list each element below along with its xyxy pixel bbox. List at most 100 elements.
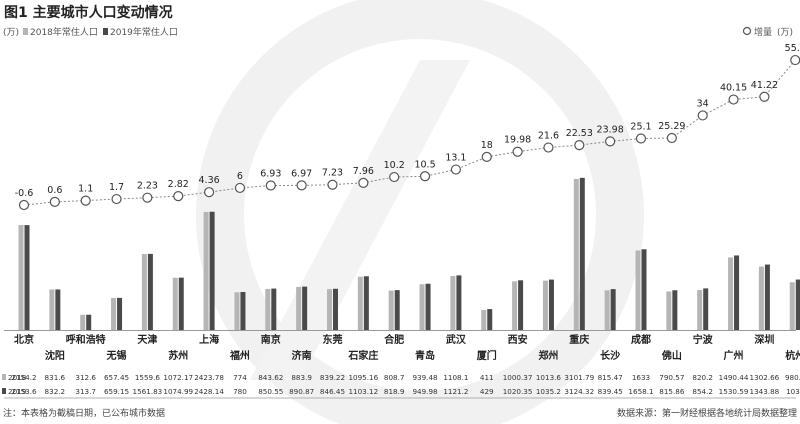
table-2019-14: 1121.2 bbox=[443, 387, 468, 396]
table-2019-15: 429 bbox=[480, 387, 494, 396]
growth-label-9: 6.97 bbox=[291, 168, 312, 179]
table-2018-8: 843.62 bbox=[258, 373, 283, 382]
growth-point-21 bbox=[666, 132, 677, 144]
table-2018-22: 820.2 bbox=[692, 373, 713, 382]
growth-point-23 bbox=[728, 94, 739, 105]
table-2019-2: 313.7 bbox=[75, 387, 96, 396]
bar-2019-6 bbox=[209, 211, 215, 330]
bar-2018-13 bbox=[419, 284, 425, 330]
growth-point-15 bbox=[481, 151, 492, 162]
city-label-7: 福州 bbox=[229, 349, 250, 362]
growth-label-10: 7.23 bbox=[322, 168, 343, 179]
table-2018-12: 808.7 bbox=[384, 373, 405, 382]
table-2019-0: 2153.6 bbox=[11, 387, 37, 396]
growth-label-11: 7.96 bbox=[353, 166, 374, 177]
growth-point-4 bbox=[142, 192, 153, 203]
table-2019-9: 890.87 bbox=[289, 387, 314, 396]
table-2019-12: 818.9 bbox=[384, 387, 405, 396]
table-marker-2018 bbox=[2, 374, 6, 380]
table-2019-1: 832.2 bbox=[45, 387, 66, 396]
legend-label-2019: 2019年常住人口 bbox=[110, 26, 178, 38]
growth-point-0 bbox=[18, 199, 30, 211]
legend-swatch-2019 bbox=[103, 28, 108, 35]
growth-label-23: 40.15 bbox=[720, 83, 747, 94]
growth-label-19: 23.98 bbox=[597, 124, 624, 135]
legend-label-growth: 增量 bbox=[754, 26, 772, 38]
growth-label-14: 13.1 bbox=[445, 153, 466, 164]
table-2018-14: 1108.1 bbox=[443, 373, 468, 382]
city-label-14: 武汉 bbox=[446, 333, 467, 346]
growth-point-14 bbox=[450, 164, 461, 175]
city-label-15: 厦门 bbox=[477, 349, 497, 362]
city-label-3: 无锡 bbox=[106, 349, 127, 362]
bar-2019-0 bbox=[24, 225, 30, 330]
growth-label-20: 25.1 bbox=[630, 121, 651, 132]
growth-point-1 bbox=[49, 196, 60, 207]
city-label-4: 天津 bbox=[137, 333, 157, 346]
bar-2018-11 bbox=[357, 276, 363, 330]
bar-2019-14 bbox=[456, 275, 462, 330]
growth-label-0: -0.6 bbox=[15, 188, 34, 199]
city-label-6: 上海 bbox=[199, 333, 219, 346]
bar-2019-22 bbox=[703, 288, 709, 330]
table-2019-6: 2428.14 bbox=[194, 387, 224, 396]
bar-2019-25 bbox=[795, 279, 800, 330]
table-2018-7: 774 bbox=[233, 373, 247, 382]
bar-2019-10 bbox=[333, 288, 338, 330]
city-label-20: 成都 bbox=[631, 333, 651, 346]
growth-point-2 bbox=[80, 195, 91, 206]
bar-2018-3 bbox=[111, 297, 117, 330]
city-label-5: 苏州 bbox=[168, 349, 188, 362]
city-label-2: 呼和浩特 bbox=[66, 333, 106, 346]
table-2018-1: 831.6 bbox=[45, 373, 66, 382]
city-label-8: 南京 bbox=[261, 333, 281, 346]
city-label-23: 广州 bbox=[724, 349, 744, 362]
growth-label-25: 55.4 bbox=[785, 43, 800, 54]
table-2018-5: 1072.17 bbox=[163, 373, 193, 382]
footer-source: 数据来源：第一财经根据各地统计局数据整理 bbox=[617, 407, 797, 419]
city-label-12: 合肥 bbox=[383, 333, 404, 346]
growth-point-16 bbox=[512, 146, 523, 157]
table-2018-11: 1095.16 bbox=[348, 373, 378, 382]
growth-line bbox=[23, 59, 796, 206]
bar-2018-22 bbox=[697, 290, 703, 330]
bar-2019-24 bbox=[764, 264, 770, 330]
bar-2018-6 bbox=[203, 211, 209, 330]
table-2018-18: 3101.79 bbox=[564, 373, 594, 382]
bar-2018-5 bbox=[172, 277, 178, 330]
city-label-21: 佛山 bbox=[661, 349, 682, 362]
table-2018-9: 883.9 bbox=[291, 373, 312, 382]
table-row-label-2018: 2018 bbox=[8, 373, 27, 382]
bar-2019-7 bbox=[240, 292, 246, 330]
growth-point-22 bbox=[697, 110, 708, 121]
city-label-24: 深圳 bbox=[754, 333, 774, 346]
bar-2019-19 bbox=[610, 289, 616, 330]
bar-2019-1 bbox=[55, 289, 61, 330]
table-2019-4: 1561.83 bbox=[133, 387, 163, 396]
table-2019-11: 1103.12 bbox=[348, 387, 378, 396]
table-2018-23: 1490.44 bbox=[719, 373, 749, 382]
bar-2018-10 bbox=[327, 289, 332, 330]
bar-2018-7 bbox=[234, 292, 240, 330]
legend-label-2018: 2018年常住人口 bbox=[30, 26, 98, 38]
table-2018-24: 1302.66 bbox=[750, 373, 780, 382]
bar-2018-19 bbox=[604, 290, 610, 330]
table-2019-13: 949.98 bbox=[412, 387, 438, 396]
table-2019-16: 1020.35 bbox=[503, 387, 533, 396]
growth-point-9 bbox=[296, 180, 307, 191]
table-2019-3: 659.15 bbox=[104, 387, 129, 396]
growth-point-7 bbox=[234, 182, 246, 194]
bar-2018-20 bbox=[635, 250, 641, 330]
table-2018-13: 939.48 bbox=[412, 373, 438, 382]
growth-label-1: 0.6 bbox=[47, 185, 62, 196]
city-label-18: 重庆 bbox=[569, 333, 589, 346]
city-label-13: 青岛 bbox=[415, 349, 435, 362]
table-2018-17: 1013.6 bbox=[536, 373, 562, 382]
table-2018-15: 411 bbox=[480, 373, 494, 382]
bar-2018-18 bbox=[573, 178, 579, 330]
growth-point-19 bbox=[605, 136, 616, 147]
growth-point-24 bbox=[759, 91, 770, 102]
bar-2018-0 bbox=[18, 225, 24, 330]
bar-2019-13 bbox=[425, 283, 431, 330]
table-row-label-2019: 2019 bbox=[8, 387, 27, 396]
